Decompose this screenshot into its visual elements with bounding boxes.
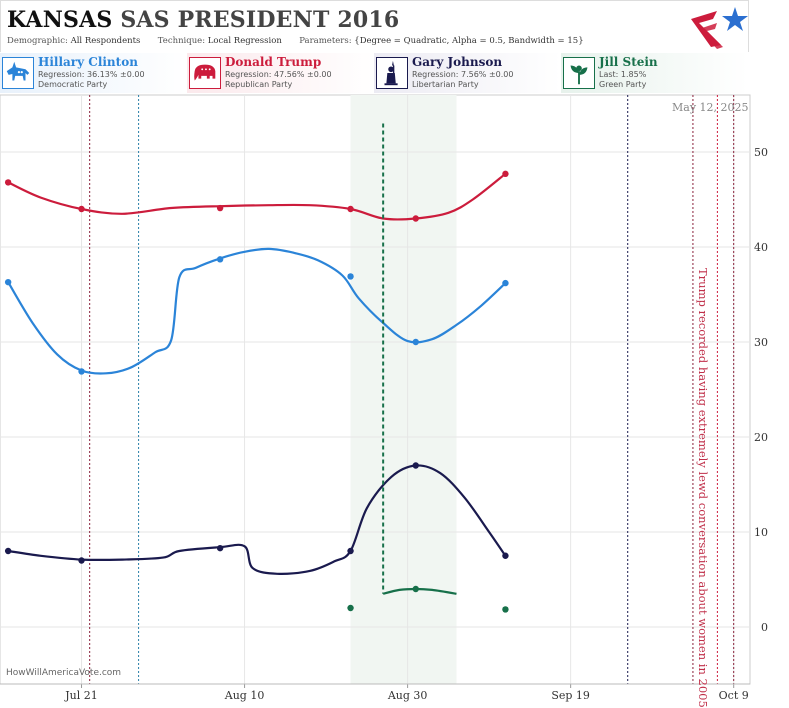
x-tick-label: Aug 10 (224, 689, 265, 702)
candidate-name: Gary Johnson (412, 55, 503, 69)
hillary-clinton-data-point (347, 273, 354, 280)
jill-stein-data-point (347, 604, 354, 612)
hillary-clinton-data-point (78, 368, 85, 375)
event-annotation-text: Trump recorded having extremely lewd con… (696, 268, 710, 708)
gary-johnson-data-point (216, 544, 224, 552)
y-tick-label: 0 (761, 621, 768, 634)
plant-icon (563, 57, 595, 89)
gary-johnson-data-point (78, 557, 85, 564)
y-tick-label: 30 (754, 336, 768, 349)
candidate-party: Green Party (599, 80, 647, 89)
donald-trump-data-point (502, 170, 509, 178)
candidate-card-trump[interactable]: Donald Trump Regression: 47.56% ±0.00 Re… (187, 53, 374, 93)
y-tick-label: 10 (754, 526, 768, 539)
date-stamp: May 12, 2025 (672, 101, 749, 114)
x-tick-label: Oct 9 (719, 689, 749, 702)
title-race: SAS PRESIDENT 2016 (120, 7, 400, 33)
y-tick-label: 40 (754, 241, 768, 254)
donald-trump-data-point (347, 205, 354, 213)
hillary-clinton-data-point (412, 338, 419, 346)
liberty-statue-icon (376, 57, 408, 89)
donald-trump-data-point (78, 205, 85, 213)
jill-stein-data-point (502, 606, 509, 613)
technique-label: Technique: (157, 36, 206, 46)
elephant-icon (189, 57, 221, 89)
candidate-name: Hillary Clinton (38, 55, 138, 69)
hillary-clinton-data-point (4, 278, 12, 286)
candidate-party: Republican Party (225, 80, 293, 89)
technique-value: Local Regression (207, 36, 282, 46)
x-tick-label: Jul 21 (64, 689, 98, 702)
chart-header: KANSAS SAS PRESIDENT 2016 Demographic: A… (0, 0, 749, 52)
gary-johnson-data-point (4, 547, 12, 555)
donald-trump-data-point (412, 215, 419, 222)
hillary-clinton-data-point (502, 279, 509, 287)
candidate-card-stein[interactable]: Jill Stein Last: 1.85% Green Party (561, 53, 748, 93)
candidate-name: Donald Trump (225, 55, 322, 69)
donald-trump-data-point (4, 179, 12, 186)
title-state: KANSAS (7, 7, 113, 33)
parameters-value: {Degree = Quadratic, Alpha = 0.5, Bandwi… (354, 36, 584, 46)
candidate-regression: Regression: 7.56% ±0.00 (412, 70, 514, 79)
polling-chart: 0 10 20 30 40 50 Jul 21 Aug 10 Aug 30 Sep 19 Oct 9 (0, 94, 768, 702)
candidate-last: Last: 1.85% (599, 70, 647, 79)
candidate-legend: Hillary Clinton Regression: 36.13% ±0.00… (0, 53, 749, 93)
y-tick-label: 50 (754, 146, 768, 159)
candidate-regression: Regression: 47.56% ±0.00 (225, 70, 332, 79)
candidate-regression: Regression: 36.13% ±0.00 (38, 70, 145, 79)
x-tick-label: Aug 30 (387, 689, 428, 702)
site-watermark: HowWillAmericaVote.com (6, 668, 122, 678)
highlight-band (350, 95, 457, 684)
candidate-party: Democratic Party (38, 80, 108, 89)
demographic-value: All Respondents (70, 36, 141, 46)
candidate-party: Libertarian Party (412, 80, 479, 89)
candidate-card-johnson[interactable]: Gary Johnson Regression: 7.56% ±0.00 Lib… (374, 53, 561, 93)
hillary-clinton-data-point (216, 256, 224, 263)
chart-title: KANSAS SAS PRESIDENT 2016 (7, 7, 399, 33)
candidate-card-clinton[interactable]: Hillary Clinton Regression: 36.13% ±0.00… (0, 53, 187, 93)
demographic-label: Demographic: (7, 36, 68, 46)
x-tick-label: Sep 19 (551, 689, 590, 702)
donkey-icon (2, 57, 34, 89)
gary-johnson-series-line (8, 464, 507, 576)
gary-johnson-data-point (412, 462, 419, 469)
jill-stein-data-point (412, 585, 419, 593)
chart-parameters: Demographic: All Respondents Technique: … (7, 36, 584, 46)
donald-trump-series-line (7, 172, 507, 221)
gary-johnson-data-point (502, 552, 509, 559)
site-logo-icon (691, 7, 748, 49)
donald-trump-data-point (216, 204, 224, 212)
candidate-name: Jill Stein (599, 55, 658, 69)
y-tick-label: 20 (754, 431, 768, 444)
parameters-label: Parameters: (299, 36, 352, 46)
gary-johnson-data-point (347, 547, 354, 555)
event-annotation: Trump recorded having extremely lewd con… (696, 268, 712, 708)
